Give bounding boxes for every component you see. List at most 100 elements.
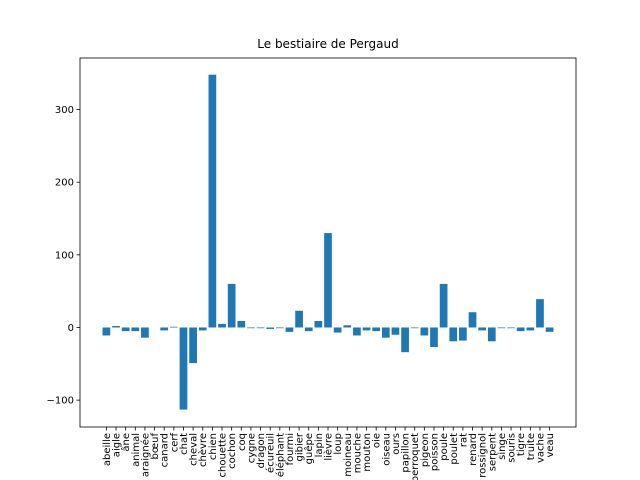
x-tick-label: perroquet xyxy=(410,433,421,480)
bar xyxy=(526,327,535,331)
bar xyxy=(497,327,506,329)
x-tick-label: lièvre xyxy=(323,433,335,461)
bar xyxy=(295,310,303,328)
bar xyxy=(333,327,342,333)
x-tick-label: ours xyxy=(391,433,402,455)
x-tick-label: loup xyxy=(333,433,344,455)
x-tick-label: chien xyxy=(208,433,219,460)
x-tick-label: bœuf xyxy=(150,433,161,460)
x-tick-label: canard xyxy=(160,433,171,467)
x-tick-label: écureuil xyxy=(265,433,277,473)
bar xyxy=(247,327,255,329)
x-tick-label: coq xyxy=(237,433,248,451)
bar xyxy=(112,326,120,328)
x-tick-label: poulet xyxy=(449,433,460,465)
y-tick-label: 0 xyxy=(68,323,74,334)
bar xyxy=(372,327,381,332)
x-tick-label: singe xyxy=(497,433,508,460)
bar xyxy=(304,327,313,332)
x-tick-label: araignée xyxy=(139,433,151,477)
x-tick-label: cygne xyxy=(246,433,257,463)
x-tick-label: poule xyxy=(439,433,450,461)
bar xyxy=(198,327,207,331)
bar xyxy=(169,326,178,328)
x-tick-label: dragon xyxy=(256,433,267,468)
x-tick-label: cerf xyxy=(169,433,180,453)
bar xyxy=(410,327,419,329)
bar xyxy=(343,325,352,328)
bar xyxy=(102,327,111,336)
bar xyxy=(353,327,361,336)
bar xyxy=(516,327,525,332)
bar xyxy=(179,327,188,410)
x-tick-label: oiseau xyxy=(381,433,392,466)
bar xyxy=(536,299,544,328)
x-tick-label: vache xyxy=(535,433,546,463)
x-tick-label: gibier xyxy=(295,432,306,461)
bar xyxy=(324,233,332,328)
bar xyxy=(507,327,515,329)
x-tick-label: abeille xyxy=(102,433,113,466)
x-tick-label: cheval xyxy=(189,433,200,466)
x-tick-label: animal xyxy=(131,433,142,467)
y-tick-label: −100 xyxy=(47,396,74,407)
bar xyxy=(121,327,130,332)
bar xyxy=(420,327,429,336)
x-tick-label: guêpe xyxy=(303,433,315,464)
bar xyxy=(314,320,323,328)
x-tick-label: mouton xyxy=(362,433,373,472)
bar xyxy=(381,327,390,338)
bar xyxy=(275,327,284,329)
bar xyxy=(459,327,467,341)
bar xyxy=(468,312,477,328)
x-tick-label: éléphant xyxy=(274,433,286,477)
bar xyxy=(430,327,438,348)
x-tick-label: renard xyxy=(468,433,479,466)
x-tick-label: chat xyxy=(179,433,190,455)
bar xyxy=(391,327,400,335)
x-tick-label: truite xyxy=(526,433,537,460)
bar xyxy=(487,327,496,342)
x-tick-label: aigle xyxy=(112,433,123,457)
bar xyxy=(131,327,140,332)
bar xyxy=(160,327,169,331)
x-tick-label: poisson xyxy=(429,433,440,471)
bar xyxy=(256,327,265,329)
x-tick-label: fourmi xyxy=(285,433,296,465)
bar xyxy=(208,74,217,328)
x-tick-label: rat xyxy=(458,433,469,447)
bar xyxy=(478,327,487,331)
bar xyxy=(439,283,448,328)
x-tick-label: chouette xyxy=(218,433,229,477)
y-tick-label: 200 xyxy=(55,178,74,189)
y-tick-label: 300 xyxy=(55,105,74,116)
x-tick-label: souris xyxy=(507,433,518,463)
x-tick-label: chèvre xyxy=(197,433,209,467)
x-tick-label: tigre xyxy=(516,433,527,456)
x-tick-label: âne xyxy=(120,433,132,452)
x-tick-label: serpent xyxy=(487,433,498,471)
chart-title: Le bestiaire de Pergaud xyxy=(257,37,398,51)
x-tick-label: mouche xyxy=(352,433,363,473)
x-tick-label: pigeon xyxy=(420,433,431,467)
x-tick-label: veau xyxy=(545,433,556,458)
bar xyxy=(545,327,554,332)
bar xyxy=(218,323,226,328)
bar xyxy=(227,283,236,328)
bar xyxy=(189,327,197,364)
bar xyxy=(237,320,246,328)
x-tick-label: cochon xyxy=(227,433,238,469)
x-tick-label: lapin xyxy=(314,433,325,457)
y-tick-label: 100 xyxy=(55,250,74,261)
bar xyxy=(266,327,275,329)
x-tick-label: moineau xyxy=(343,433,354,477)
x-tick-label: oie xyxy=(372,433,383,448)
bar xyxy=(401,327,409,353)
bar xyxy=(362,327,371,331)
bar xyxy=(141,327,149,338)
x-tick-label: papillon xyxy=(401,433,412,473)
bar xyxy=(285,327,294,332)
bar xyxy=(449,327,458,342)
x-tick-label: rossignol xyxy=(478,433,489,478)
